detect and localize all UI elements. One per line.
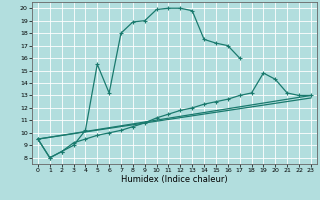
X-axis label: Humidex (Indice chaleur): Humidex (Indice chaleur) [121, 175, 228, 184]
